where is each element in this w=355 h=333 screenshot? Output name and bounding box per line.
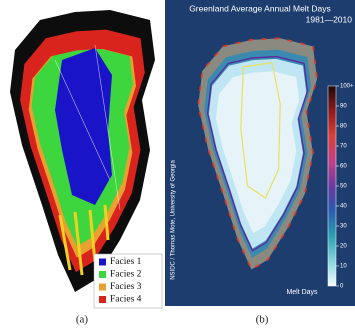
credit: NSIDC / Thomas Mote, University of Georg… [171,160,177,280]
map-subtitle: 1981—2010 [306,14,353,24]
figure: Facies 1 Facies 2 Facies 3 Facies 4 (a) 100… [0,0,355,328]
panel-caption: (b) [256,314,269,326]
colorbar-tick-label: 30 [340,224,347,230]
colorbar-tick-label: 60 [340,164,347,170]
colorbar-tick-label: 90 [340,104,347,110]
colorbar-tick-label: 100+ [340,84,354,90]
legend-label: Facies 3 [110,282,142,292]
legend-swatch [99,271,106,278]
legend-swatch [99,296,106,303]
panel-caption: (a) [76,314,89,326]
legend: Facies 1 Facies 2 Facies 3 Facies 4 [94,254,162,308]
facies-map [10,10,155,292]
colorbar-tick-label: 20 [340,244,347,250]
colorbar-label: Melt Days [286,289,318,296]
colorbar-tick-label: 40 [340,204,347,210]
legend-label: Facies 1 [110,257,142,267]
colorbar-tick-label: 50 [340,184,347,190]
colorbar-tick-label: 70 [340,144,347,150]
colorbar-tick-label: 80 [340,124,347,130]
legend-label: Facies 2 [110,270,142,280]
legend-swatch [99,259,106,266]
legend-label: Facies 4 [110,295,142,305]
map-title: Greenland Average Annual Melt Days [189,3,331,13]
legend-swatch [99,284,106,291]
colorbar-tick-label: 10 [340,264,347,270]
